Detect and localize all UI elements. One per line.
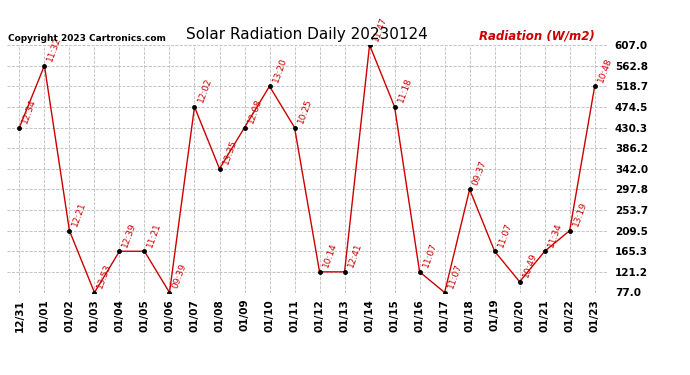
Text: 12:02: 12:02 xyxy=(196,77,213,104)
Text: 10:25: 10:25 xyxy=(296,98,313,125)
Text: 13:20: 13:20 xyxy=(271,56,288,84)
Text: 10:49: 10:49 xyxy=(521,252,538,279)
Text: 11:07: 11:07 xyxy=(446,262,463,290)
Text: 10:48: 10:48 xyxy=(596,56,613,84)
Text: 12:41: 12:41 xyxy=(346,242,363,269)
Text: 11:32: 11:32 xyxy=(46,36,63,63)
Text: 09:39: 09:39 xyxy=(171,262,188,290)
Text: 12:21: 12:21 xyxy=(71,201,88,228)
Text: 12:34: 12:34 xyxy=(21,98,38,125)
Title: Solar Radiation Daily 20230124: Solar Radiation Daily 20230124 xyxy=(186,27,428,42)
Text: 12:39: 12:39 xyxy=(121,221,138,249)
Text: 11:07: 11:07 xyxy=(421,242,438,269)
Text: 11:18: 11:18 xyxy=(396,77,413,104)
Text: 13:19: 13:19 xyxy=(571,201,589,228)
Text: 12:08: 12:08 xyxy=(246,98,263,125)
Text: 11:21: 11:21 xyxy=(146,221,163,249)
Text: 10:14: 10:14 xyxy=(321,242,338,269)
Text: 11:47: 11:47 xyxy=(371,15,388,42)
Text: 11:07: 11:07 xyxy=(496,221,513,249)
Text: Radiation (W/m2): Radiation (W/m2) xyxy=(480,30,595,42)
Text: 11:34: 11:34 xyxy=(546,221,563,249)
Text: 13:35: 13:35 xyxy=(221,139,238,166)
Text: Copyright 2023 Cartronics.com: Copyright 2023 Cartronics.com xyxy=(8,33,166,42)
Text: 09:37: 09:37 xyxy=(471,159,489,187)
Text: 13:53: 13:53 xyxy=(96,262,113,290)
